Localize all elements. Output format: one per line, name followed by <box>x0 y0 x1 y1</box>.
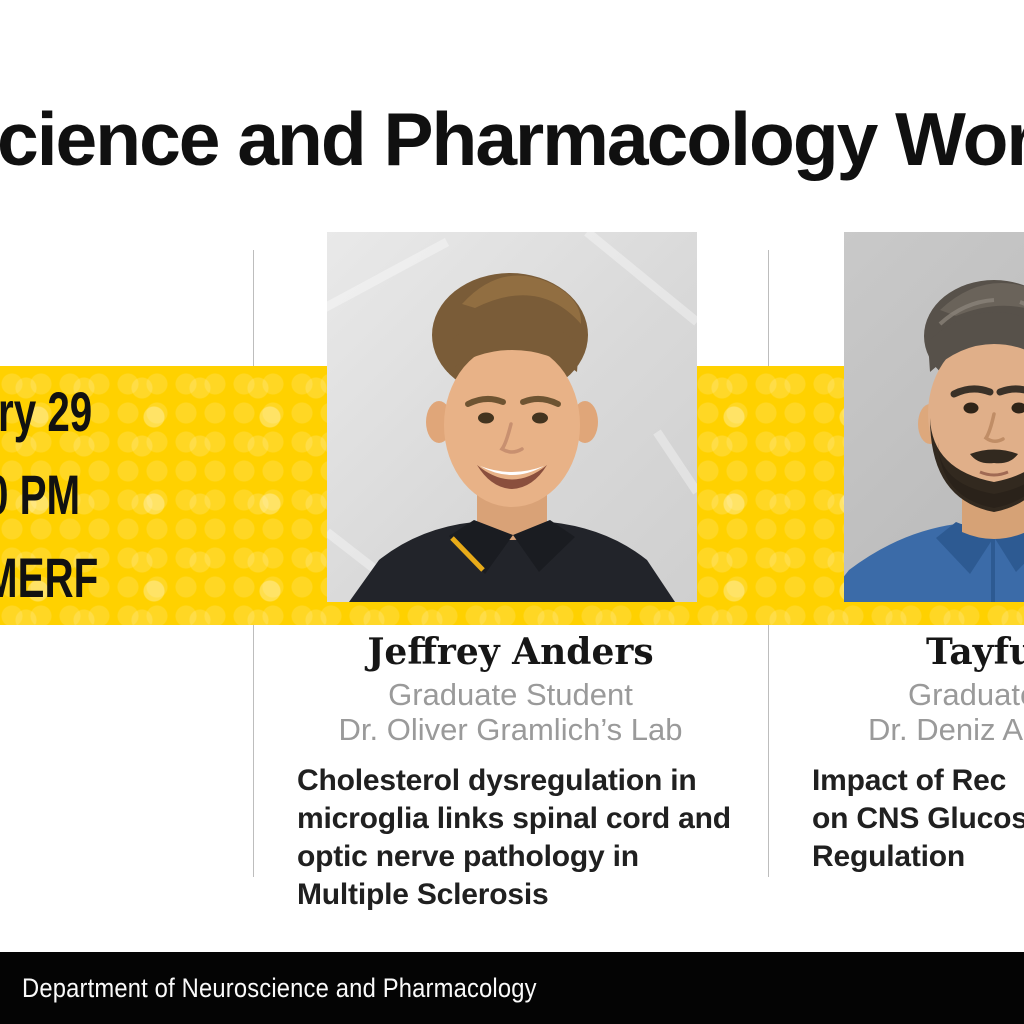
talk-title-left: Cholesterol dysregulation in microglia l… <box>297 762 731 914</box>
speaker-role-left: Graduate Student <box>388 677 633 712</box>
headshot-illustration-left <box>327 232 697 602</box>
talk-title-right-line: Regulation <box>812 840 965 873</box>
headshot-illustration-right <box>844 232 1024 602</box>
footer-bar: Department of Neuroscience and Pharmacol… <box>0 952 1024 1024</box>
talk-title-left-line: microglia links spinal cord and <box>297 802 731 835</box>
speaker-lab-left: Dr. Oliver Gramlich’s Lab <box>338 712 683 747</box>
speaker-name-right: Tayfun <box>926 631 1024 673</box>
speaker-photo-right <box>844 232 1024 602</box>
talk-title-right-line: on CNS Glucos <box>812 802 1024 835</box>
workshop-title: cience and Pharmacology Wor <box>0 97 1024 181</box>
event-date: ry 29 <box>0 380 93 443</box>
person-right <box>844 280 1024 602</box>
footer-text: Department of Neuroscience and Pharmacol… <box>22 972 537 1003</box>
talk-title-left-line: Multiple Sclerosis <box>297 878 549 911</box>
talk-title-left-line: Cholesterol dysregulation in <box>297 764 697 797</box>
speaker-photo-left <box>327 232 697 602</box>
speaker-role-right: Graduate <box>908 677 1024 712</box>
person-left <box>349 273 675 602</box>
speaker-name-left: Jeffrey Anders <box>367 631 654 673</box>
talk-title-right-line: Impact of Rec <box>812 764 1007 797</box>
speaker-lab-right: Dr. Deniz A <box>868 712 1024 747</box>
event-time: 0 PM <box>0 463 81 526</box>
talk-title-left-line: optic nerve pathology in <box>297 840 639 873</box>
talk-title-right: Impact of Rec on CNS Glucos Regulation <box>812 762 1024 876</box>
